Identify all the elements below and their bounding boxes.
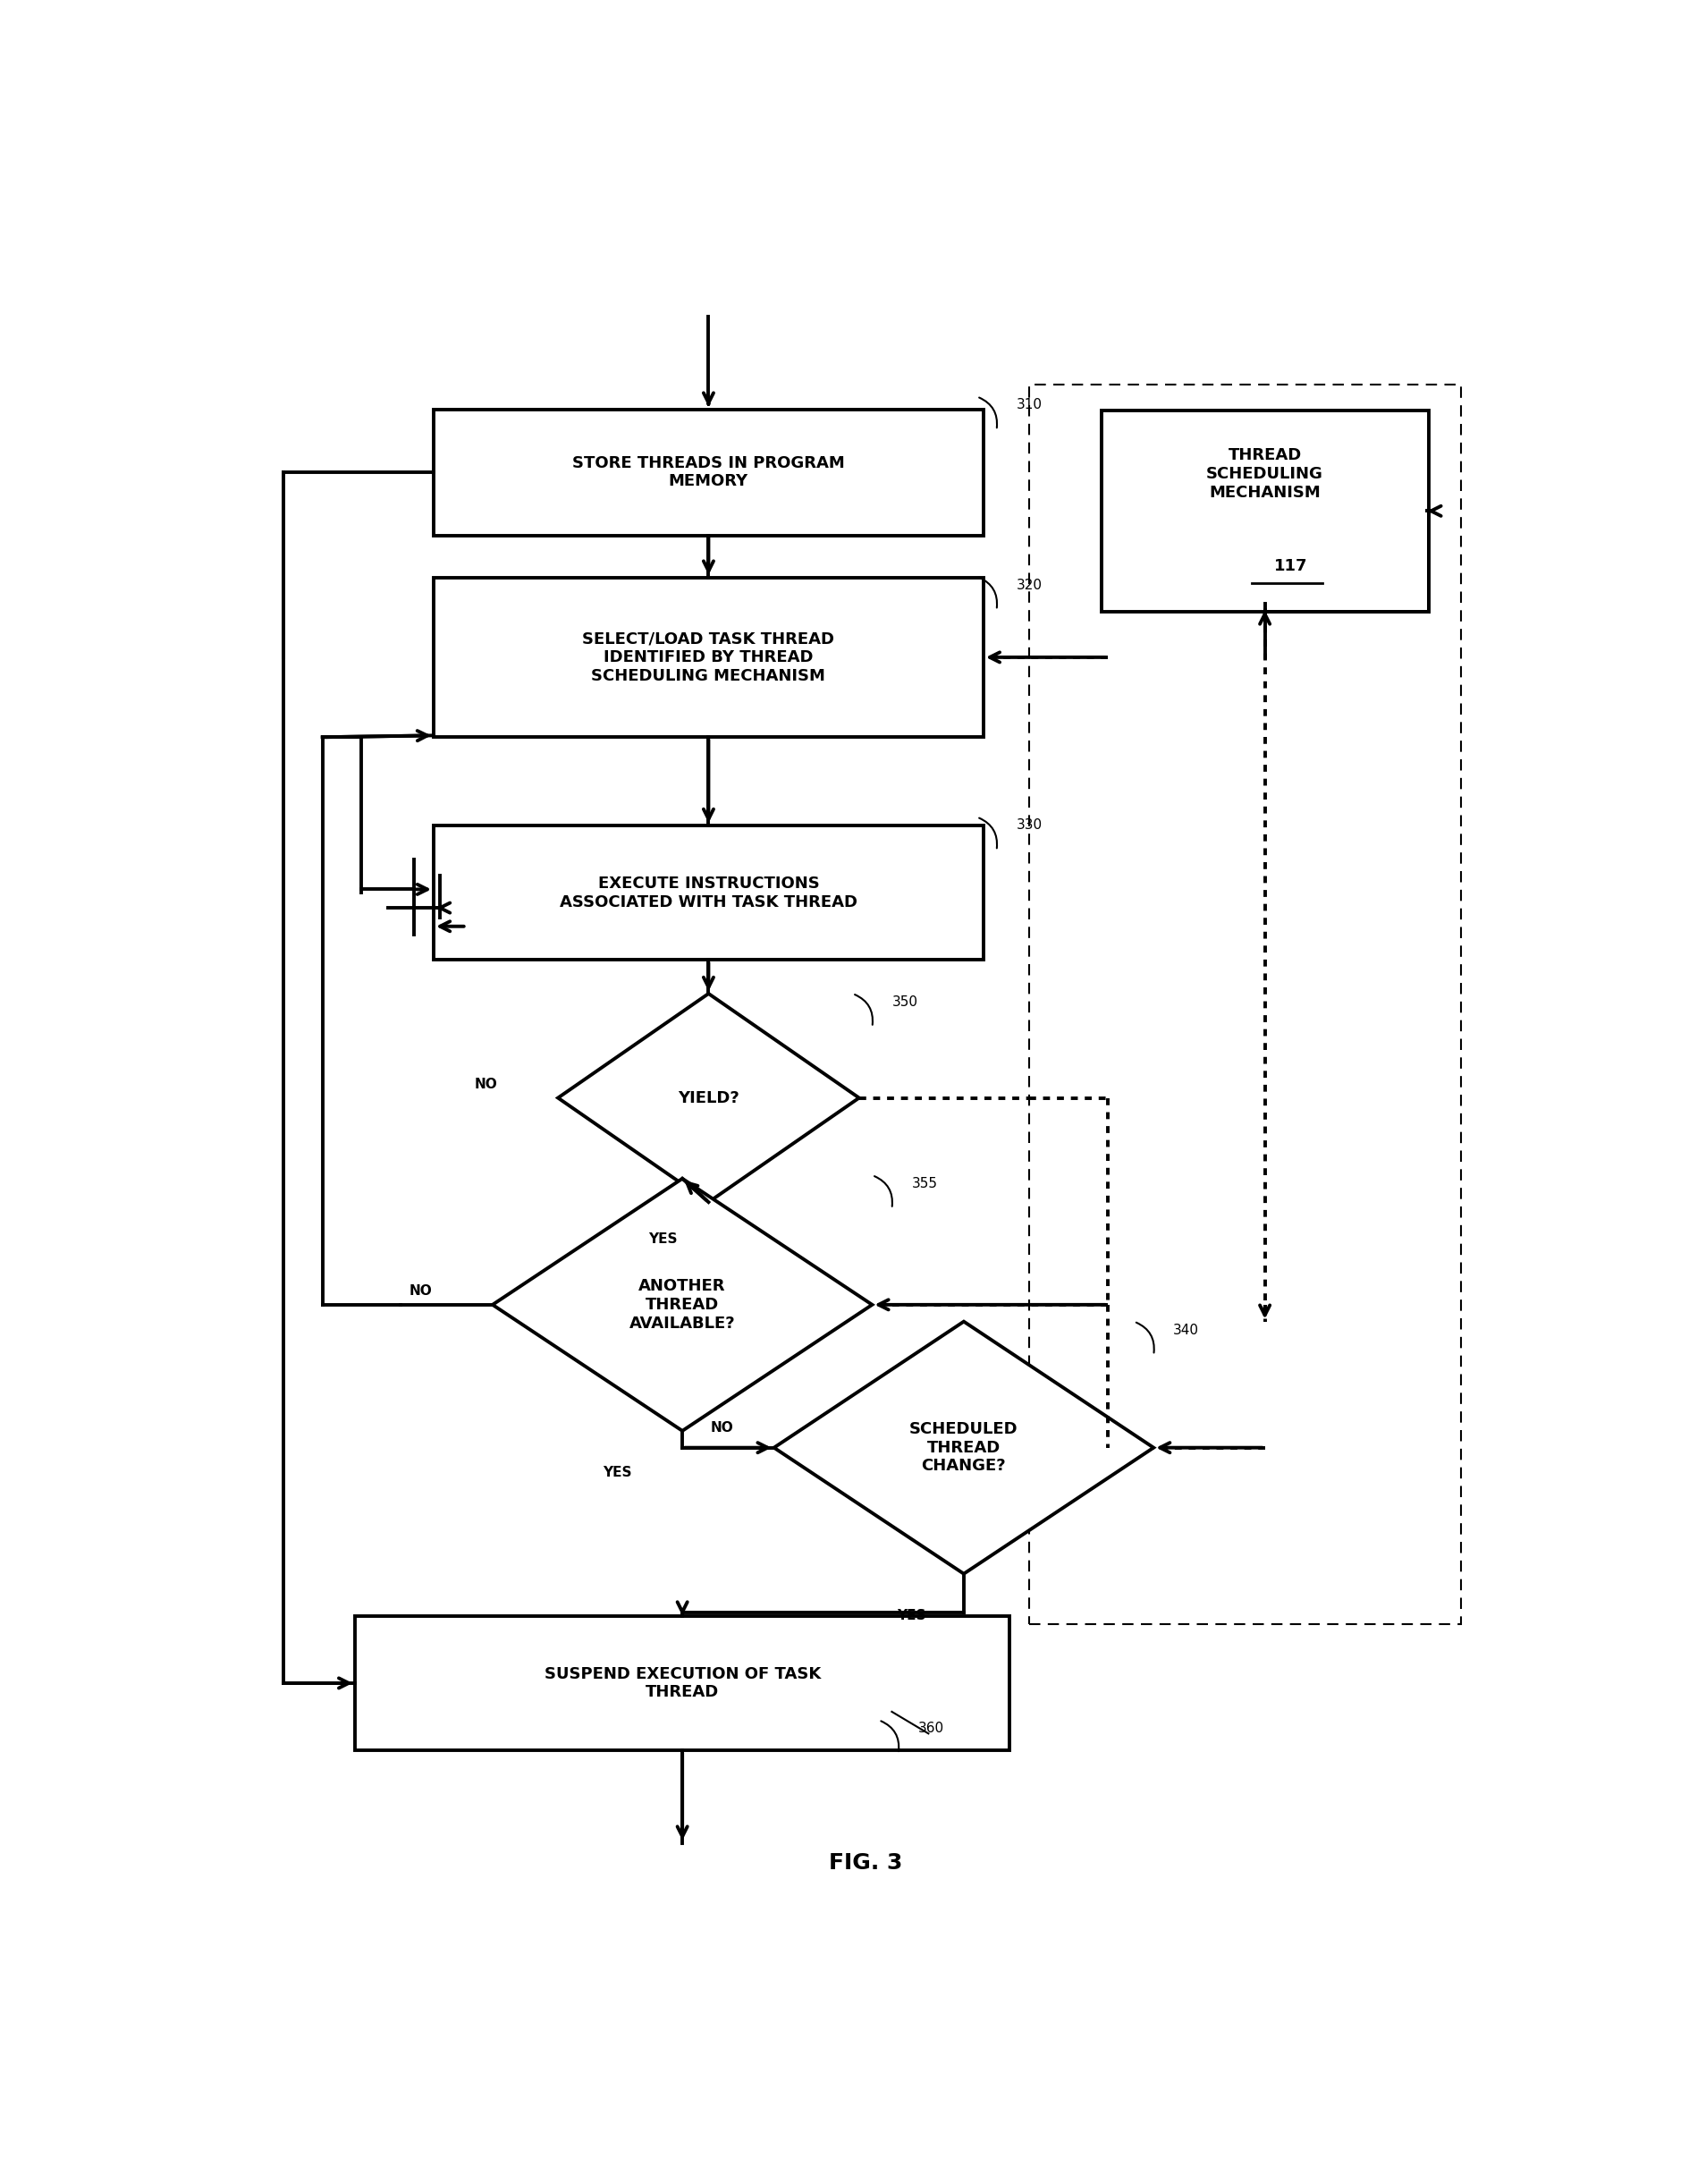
- Bar: [1101, 411, 1429, 612]
- Text: NO: NO: [709, 1422, 733, 1435]
- Text: SELECT/LOAD TASK THREAD
IDENTIFIED BY THREAD
SCHEDULING MECHANISM: SELECT/LOAD TASK THREAD IDENTIFIED BY TH…: [583, 631, 834, 684]
- Bar: [434, 408, 983, 535]
- Text: YES: YES: [649, 1232, 677, 1245]
- Text: 360: 360: [919, 1721, 944, 1736]
- Text: 330: 330: [1017, 819, 1042, 832]
- Polygon shape: [557, 994, 860, 1201]
- Text: ANOTHER
THREAD
AVAILABLE?: ANOTHER THREAD AVAILABLE?: [630, 1278, 735, 1332]
- Text: 350: 350: [892, 996, 917, 1009]
- Text: NO: NO: [475, 1077, 498, 1092]
- Text: THREAD
SCHEDULING
MECHANISM: THREAD SCHEDULING MECHANISM: [1206, 448, 1324, 500]
- Bar: [434, 826, 983, 961]
- Text: EXECUTE INSTRUCTIONS
ASSOCIATED WITH TASK THREAD: EXECUTE INSTRUCTIONS ASSOCIATED WITH TAS…: [559, 876, 858, 911]
- Text: 320: 320: [1017, 579, 1042, 592]
- Bar: [434, 577, 983, 738]
- Text: SUSPEND EXECUTION OF TASK
THREAD: SUSPEND EXECUTION OF TASK THREAD: [544, 1666, 821, 1701]
- Text: 355: 355: [912, 1177, 937, 1190]
- Text: YES: YES: [603, 1465, 632, 1479]
- Bar: [1029, 384, 1461, 1625]
- Bar: [355, 1616, 1010, 1749]
- Text: 310: 310: [1017, 397, 1042, 413]
- Text: YES: YES: [897, 1610, 926, 1623]
- Text: YIELD?: YIELD?: [677, 1090, 740, 1105]
- Text: SCHEDULED
THREAD
CHANGE?: SCHEDULED THREAD CHANGE?: [909, 1422, 1018, 1474]
- Text: 117: 117: [1274, 559, 1307, 574]
- Text: STORE THREADS IN PROGRAM
MEMORY: STORE THREADS IN PROGRAM MEMORY: [573, 454, 844, 489]
- Polygon shape: [774, 1321, 1154, 1575]
- Text: FIG. 3: FIG. 3: [829, 1852, 902, 1874]
- Polygon shape: [493, 1179, 872, 1431]
- Text: NO: NO: [409, 1284, 432, 1297]
- Text: 340: 340: [1174, 1324, 1199, 1337]
